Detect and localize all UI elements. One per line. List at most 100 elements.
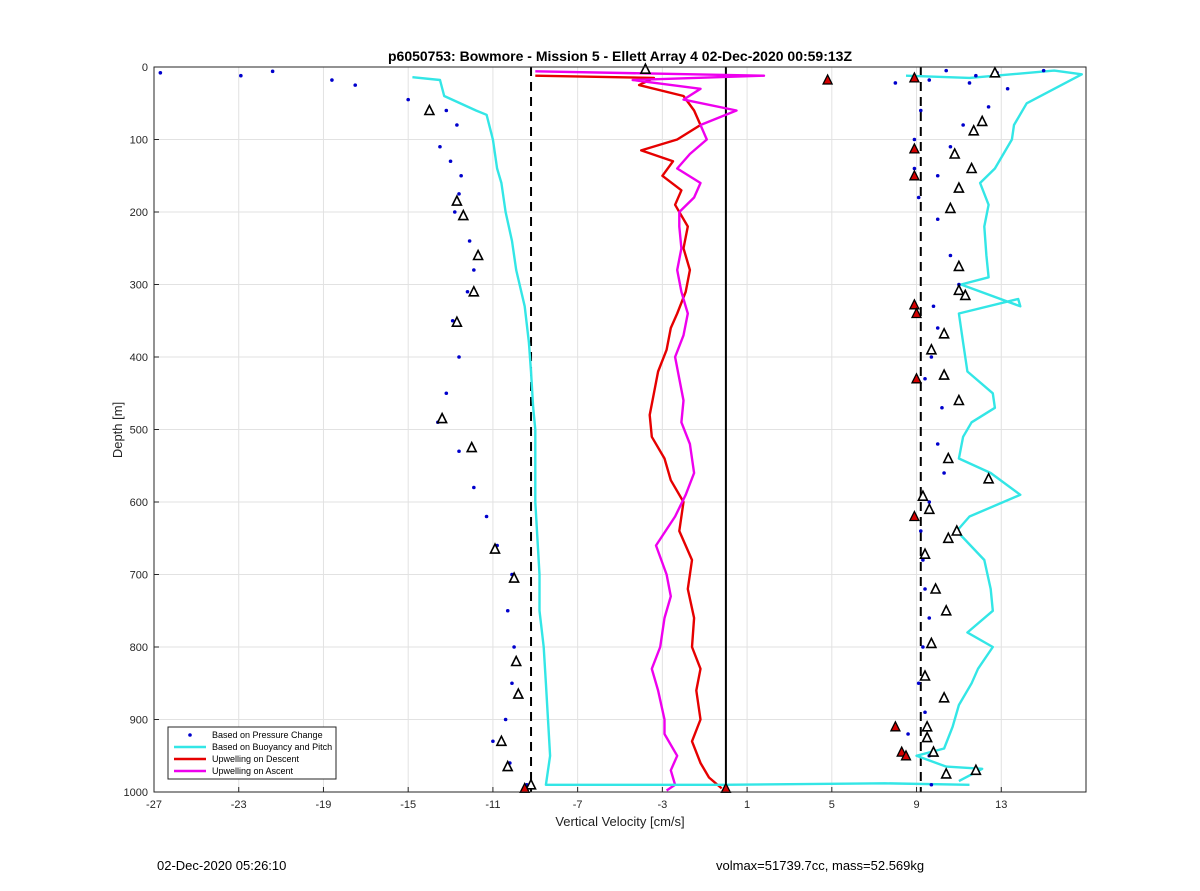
data-point-based-on-pressure-change: [467, 239, 472, 243]
hollow-triangle-marker: [457, 208, 470, 221]
hollow-triangle-marker: [925, 636, 938, 649]
data-point-based-on-pressure-change: [444, 391, 449, 396]
legend: Based on Pressure Change Based on Buoyanc…: [167, 726, 337, 780]
filled-triangle-marker: [908, 510, 920, 522]
y-tick-label: 1000: [124, 787, 148, 799]
hollow-triangle-marker: [953, 181, 965, 193]
hollow-triangle-marker: [919, 547, 931, 560]
hollow-triangle-marker: [982, 472, 995, 484]
hollow-triangle-marker: [451, 194, 463, 206]
data-point-based-on-pressure-change: [929, 355, 934, 359]
series-line-upwelling-on-ascent: [535, 70, 766, 792]
data-point-based-on-pressure-change: [459, 173, 463, 178]
x-tick-label: -19: [316, 799, 332, 811]
x-tick-label: -3: [657, 799, 667, 811]
hollow-triangle-marker: [489, 542, 501, 554]
legend-entry-label: Based on Pressure Change: [212, 730, 323, 740]
hollow-triangle-marker: [929, 582, 942, 594]
data-point-based-on-pressure-change: [942, 471, 946, 475]
data-point-based-on-pressure-change: [927, 616, 932, 620]
x-tick-label: -11: [485, 799, 500, 811]
data-point-based-on-pressure-change: [935, 173, 940, 178]
series-layer: [158, 68, 1084, 792]
data-point-based-on-pressure-change: [512, 645, 516, 649]
data-point-based-on-pressure-change: [406, 97, 410, 102]
data-point-based-on-pressure-change: [450, 318, 455, 323]
data-point-based-on-pressure-change: [961, 123, 965, 127]
data-point-based-on-pressure-change: [893, 81, 898, 85]
hollow-triangle-marker: [465, 440, 478, 453]
data-point-based-on-pressure-change: [270, 69, 275, 74]
y-tick-label: 600: [130, 497, 148, 509]
hollow-triangle-marker: [525, 778, 537, 790]
hollow-triangle-marker: [510, 654, 522, 667]
series-line-based-on-buoyancy-and-pitch: [412, 76, 970, 786]
data-point-based-on-pressure-change: [158, 71, 163, 75]
legend-entry-label: Upwelling on Descent: [212, 754, 300, 764]
data-point-based-on-pressure-change: [974, 73, 978, 78]
y-tick-label: 300: [130, 280, 148, 292]
y-tick-label: 800: [130, 642, 148, 654]
filled-triangle-marker: [822, 73, 834, 85]
hollow-triangle-marker: [423, 103, 436, 116]
data-point-based-on-pressure-change: [465, 289, 470, 294]
hollow-triangle-marker: [938, 327, 950, 339]
y-tick-label: 200: [130, 207, 148, 219]
hollow-triangle-marker: [953, 259, 965, 272]
series-line-based-on-buoyancy-and-pitch: [905, 69, 1084, 783]
hollow-triangle-marker: [501, 759, 514, 772]
y-tick-label: 400: [130, 352, 148, 364]
filled-triangle-marker: [908, 71, 920, 83]
data-point-based-on-pressure-change: [916, 195, 921, 200]
hollow-triangle-marker: [639, 62, 652, 74]
hollow-triangle-marker: [967, 124, 980, 136]
hollow-triangle-marker: [917, 489, 929, 502]
data-point-based-on-pressure-change: [906, 732, 910, 736]
hollow-triangle-marker: [953, 393, 965, 406]
hollow-triangle-marker: [938, 368, 950, 380]
hollow-triangle-marker: [951, 524, 963, 536]
marker-layer: [423, 62, 1001, 794]
hollow-triangle-marker: [953, 283, 965, 296]
hollow-triangle-marker: [925, 343, 938, 355]
data-point-based-on-pressure-change: [472, 268, 476, 272]
data-point-based-on-pressure-change: [353, 83, 358, 87]
x-tick-label: 13: [995, 799, 1007, 811]
data-point-based-on-pressure-change: [927, 500, 932, 504]
y-tick-label: 0: [142, 62, 148, 74]
data-point-based-on-pressure-change: [330, 78, 334, 82]
hollow-triangle-marker: [942, 531, 955, 544]
hollow-triangle-marker: [495, 734, 508, 747]
data-point-based-on-pressure-change: [472, 485, 476, 490]
hollow-triangle-marker: [989, 66, 1001, 78]
chart-title: p6050753: Bowmore - Mission 5 - Ellett A…: [388, 48, 852, 64]
y-tick-label: 900: [130, 715, 148, 727]
x-axis-label: Vertical Velocity [cm/s]: [555, 814, 684, 829]
x-tick-label: -7: [573, 799, 583, 811]
footer-volmax-mass: volmax=51739.7cc, mass=52.569kg: [716, 858, 925, 873]
y-axis-label: Depth [m]: [110, 402, 125, 458]
data-point-based-on-pressure-change: [948, 253, 953, 258]
hollow-triangle-marker: [436, 411, 448, 424]
hollow-triangle-marker: [965, 161, 978, 174]
data-point-based-on-pressure-change: [484, 514, 489, 519]
data-point-based-on-pressure-change: [503, 717, 508, 722]
data-point-based-on-pressure-change: [948, 144, 953, 149]
hollow-triangle-marker: [921, 730, 933, 743]
x-tick-label: -23: [231, 799, 247, 811]
hollow-triangle-marker: [944, 201, 957, 214]
data-point-based-on-pressure-change: [1041, 68, 1046, 73]
filled-triangle-marker: [910, 307, 923, 319]
filled-triangle-marker: [889, 720, 901, 732]
x-tick-label: 9: [913, 799, 919, 811]
data-point-based-on-pressure-change: [927, 78, 932, 82]
x-tick-label: -27: [146, 799, 162, 811]
data-point-based-on-pressure-change: [438, 144, 442, 149]
data-point-based-on-pressure-change: [923, 587, 927, 591]
legend-entry-label: Upwelling on Ascent: [212, 766, 294, 776]
hollow-triangle-marker: [970, 763, 982, 776]
hollow-triangle-marker: [468, 285, 480, 297]
reference-lines: [530, 67, 922, 792]
hollow-triangle-marker: [938, 691, 950, 703]
data-point-based-on-pressure-change: [455, 123, 459, 127]
